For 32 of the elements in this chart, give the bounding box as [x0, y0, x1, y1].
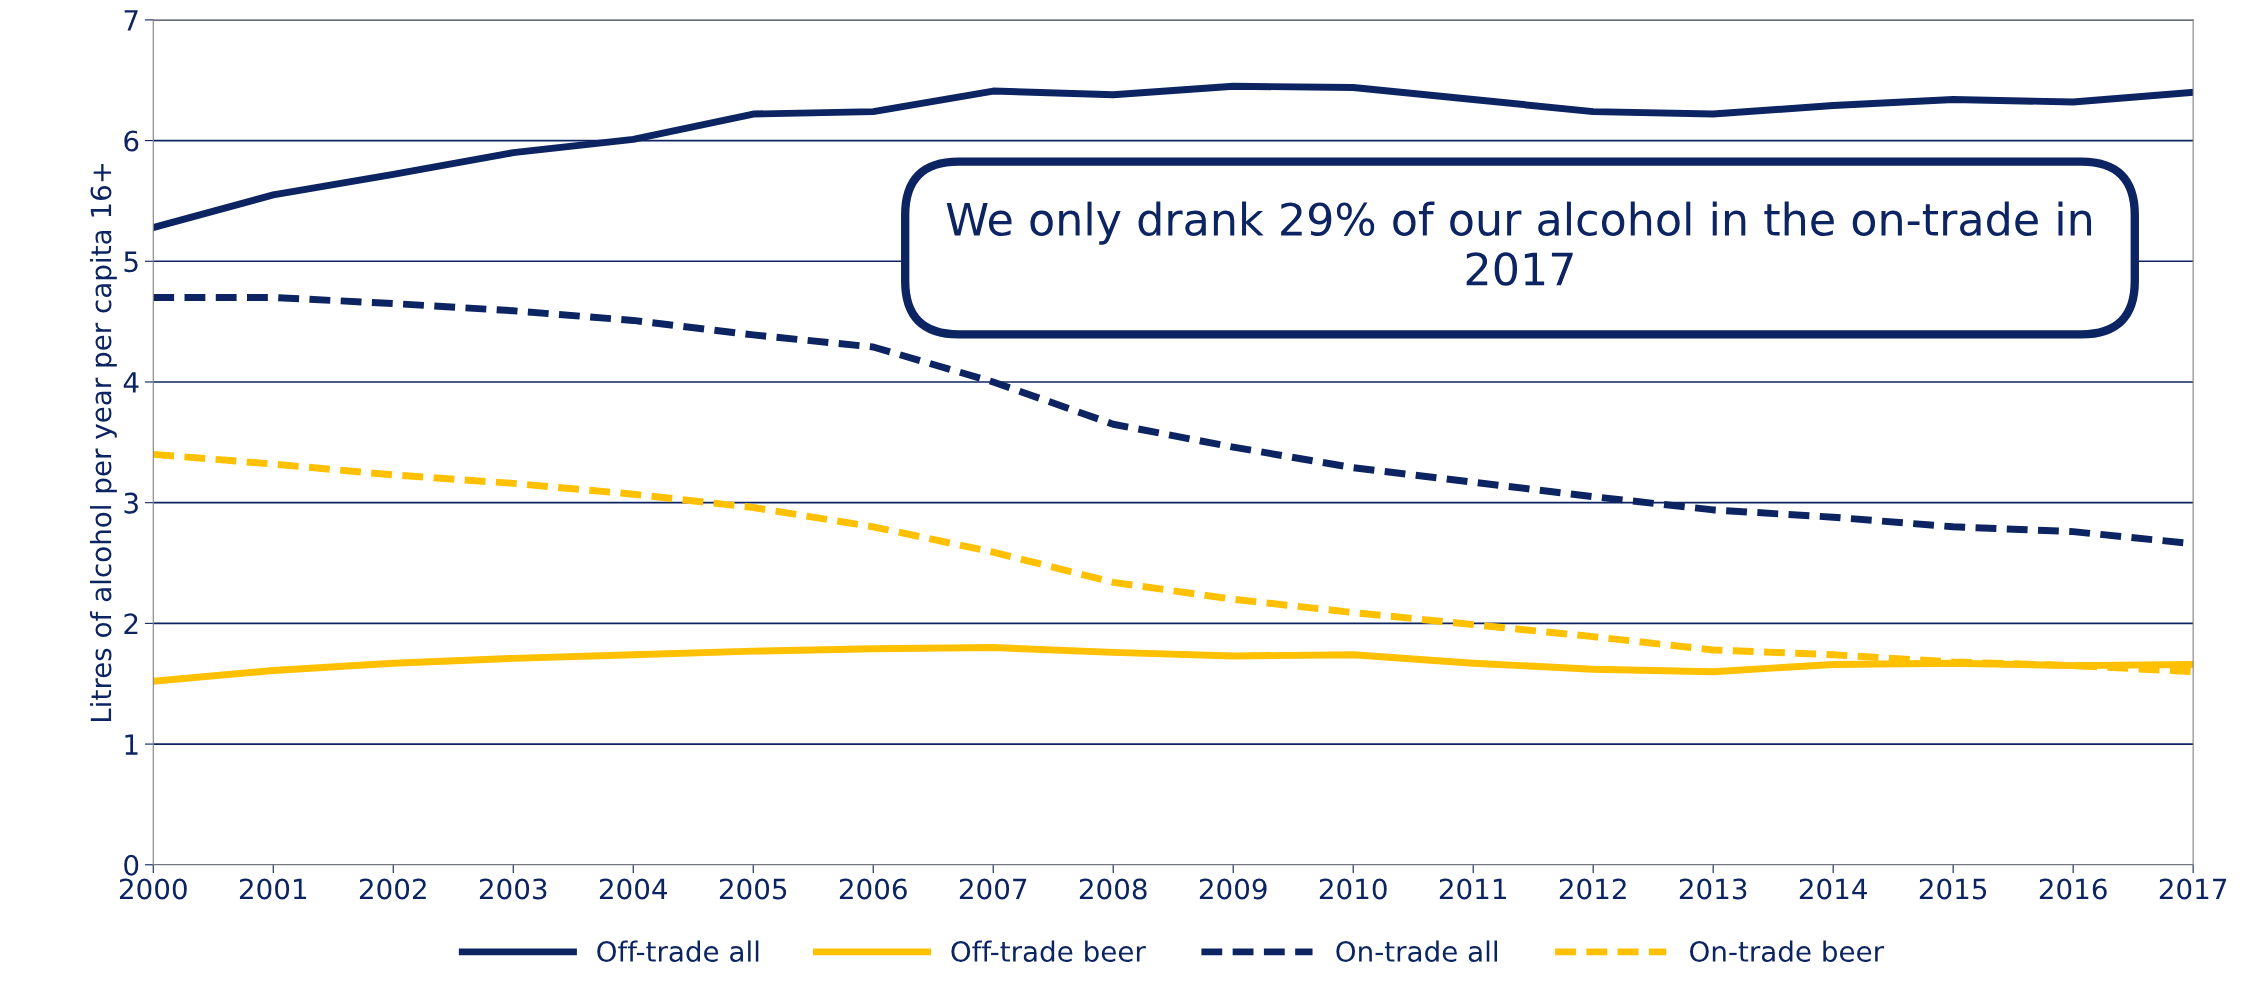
x-tick-label: 2008 [1079, 878, 1147, 900]
x-tick-label: 2010 [1319, 878, 1387, 900]
x-tick-label: 2003 [479, 878, 547, 900]
x-tick-label: 2015 [1919, 878, 1987, 900]
legend-label: Off-trade beer [951, 940, 1146, 962]
x-tick-label: 2017 [2159, 878, 2227, 900]
legend-label: On-trade beer [1690, 940, 1885, 962]
y-axis-title: Litres of alcohol per year per capita 16+ [89, 163, 117, 721]
y-tick-label: 3 [124, 492, 138, 514]
x-tick-label: 2004 [599, 878, 668, 900]
x-tick-label: 2011 [1439, 878, 1506, 900]
x-tick-label: 2014 [1799, 878, 1867, 900]
x-tick-label: 2002 [359, 878, 426, 900]
x-tick-label: 2001 [239, 878, 307, 900]
legend-label: On-trade all [1336, 940, 1497, 962]
legend-label: Off-trade all [597, 940, 759, 962]
y-tick-label: 2 [124, 613, 138, 634]
annotation: We only drank 29% of our alcohol in the on-trade in 2017 [946, 201, 2092, 286]
x-tick-label: 2005 [719, 878, 787, 900]
y-tick-label: 4 [123, 372, 139, 393]
x-tick-label: 2007 [959, 878, 1027, 900]
x-tick-label: 2006 [839, 878, 907, 900]
x-tick-label: 2016 [2039, 878, 2107, 900]
x-tick-label: 2013 [1679, 878, 1747, 900]
y-tick-label: 1 [125, 734, 138, 755]
x-tick-label: 2009 [1199, 878, 1267, 900]
y-tick-label: 5 [124, 251, 138, 273]
x-tick-label: 2000 [119, 878, 187, 900]
x-tick-label: 2012 [1559, 878, 1626, 900]
y-tick-label: 6 [124, 130, 139, 152]
y-tick-label: 7 [124, 10, 138, 31]
y-tick-label: 0 [124, 854, 139, 876]
